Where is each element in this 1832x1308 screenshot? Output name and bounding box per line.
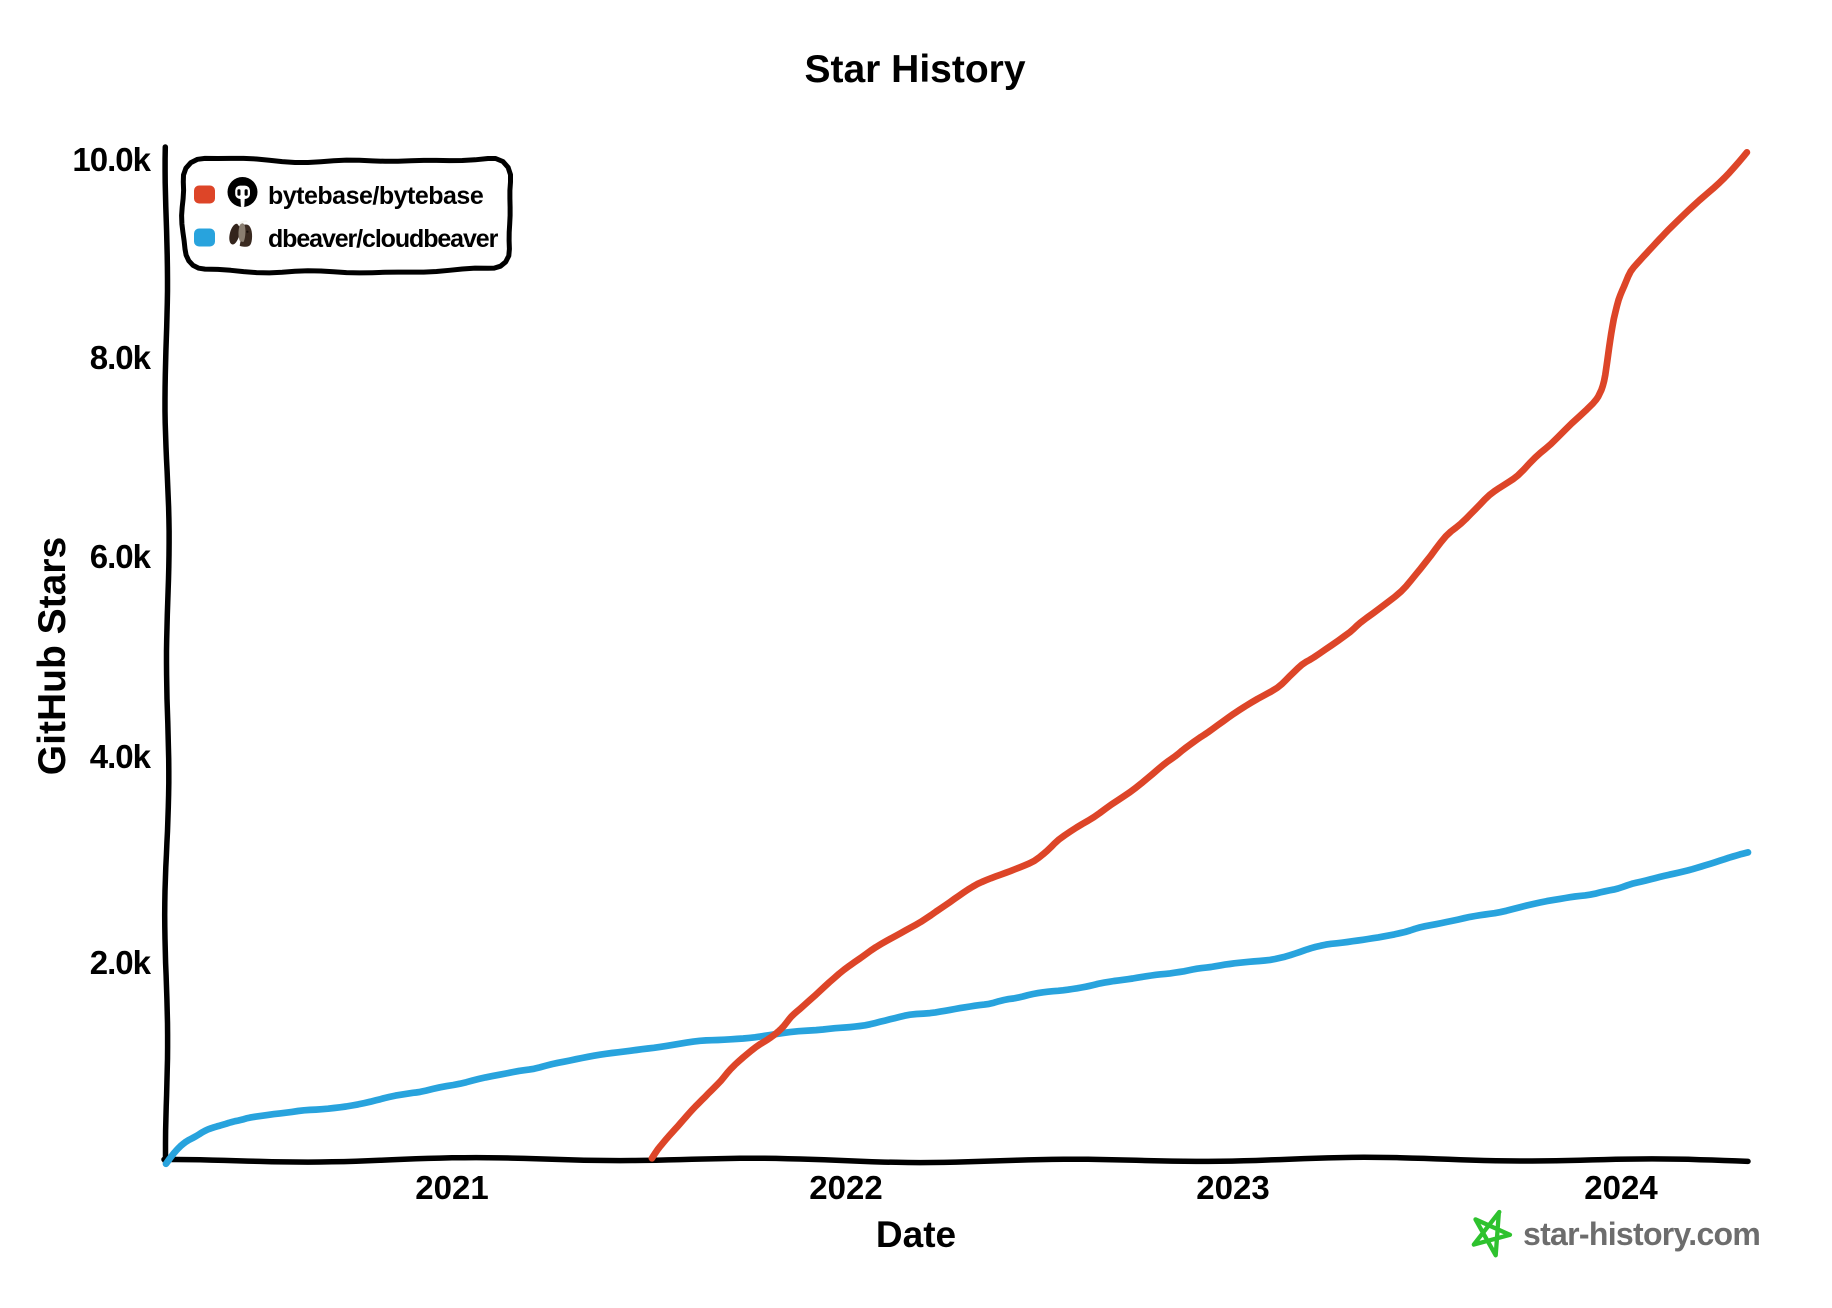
svg-text:10.0k: 10.0k [72,141,151,178]
svg-text:8.0k: 8.0k [90,339,152,376]
svg-text:Star History: Star History [804,48,1025,91]
svg-text:bytebase/bytebase: bytebase/bytebase [268,182,484,210]
svg-text:4.0k: 4.0k [90,738,152,775]
svg-text:2.0k: 2.0k [90,944,152,981]
svg-text:6.0k: 6.0k [90,538,152,575]
svg-text:2021: 2021 [415,1169,488,1206]
svg-text:dbeaver/cloudbeaver: dbeaver/cloudbeaver [268,225,499,253]
svg-text:2023: 2023 [1196,1169,1269,1206]
svg-text:2024: 2024 [1584,1169,1658,1206]
svg-text:GitHub Stars: GitHub Stars [31,537,74,775]
svg-text:star-history.com: star-history.com [1523,1216,1760,1252]
svg-text:2022: 2022 [809,1169,882,1206]
svg-text:Date: Date [876,1214,956,1255]
